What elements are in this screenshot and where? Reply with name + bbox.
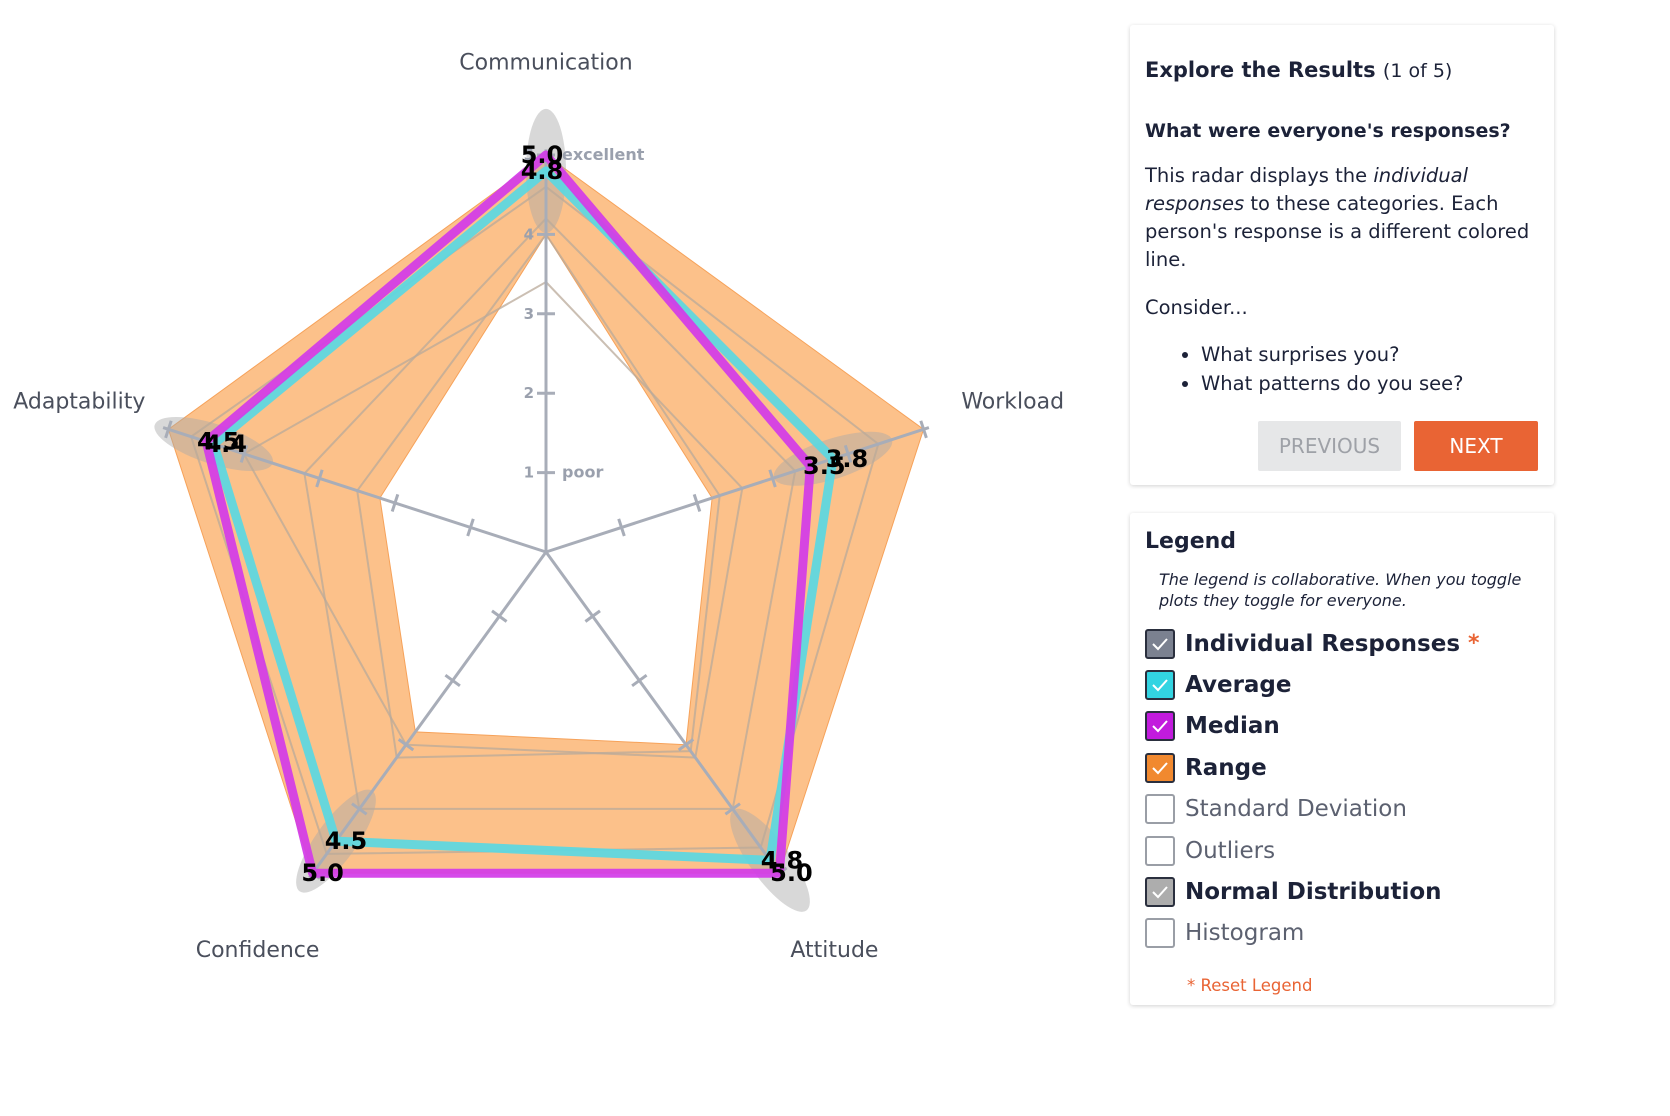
explore-nav: PREVIOUS NEXT <box>1258 421 1538 471</box>
legend-item-histogram[interactable]: Histogram <box>1145 913 1538 954</box>
median-series-line <box>201 150 815 878</box>
required-star-icon: * <box>1468 631 1480 657</box>
explore-results-panel: Explore the Results (1 of 5) What were e… <box>1130 25 1554 485</box>
radar-axis-line <box>544 551 784 879</box>
radar-tick-mark <box>315 469 324 488</box>
checkbox-unchecked-icon[interactable] <box>1145 918 1175 949</box>
legend-items: Individual Responses * Average Median Range S… <box>1145 623 1538 954</box>
individual-response-line <box>303 217 797 810</box>
legend-item-outliers[interactable]: Outliers <box>1145 830 1538 871</box>
axis-label-confidence: Confidence <box>196 938 320 963</box>
radar-chart-area: 1 poor 2 3 4 5 excellent 4.8 3.8 4.8 4.5 4.4 5.0 3.5 5… <box>13 50 1064 963</box>
legend-item-individual-responses[interactable]: Individual Responses * <box>1145 623 1538 664</box>
consider-list: What surprises you? What patterns do you… <box>1145 340 1538 398</box>
radar-tick-mark <box>466 518 475 537</box>
radar-axis-line <box>545 426 930 554</box>
checkbox-unchecked-icon[interactable] <box>1145 794 1175 825</box>
median-value-label: 5.0 <box>301 859 344 887</box>
checkbox-checked-icon[interactable] <box>1145 670 1175 701</box>
legend-item-label: Range <box>1185 754 1267 781</box>
legend-item-label: Histogram <box>1185 920 1305 947</box>
radar-tick-mark <box>768 469 777 488</box>
radar-tick-mark <box>843 444 853 463</box>
average-series-line <box>209 166 838 865</box>
consider-item: What surprises you? <box>1201 340 1538 369</box>
average-value-label: 4.4 <box>204 430 247 458</box>
legend-item-label: Standard Deviation <box>1185 796 1407 823</box>
legend-item-range[interactable]: Range <box>1145 747 1538 788</box>
radar-tick-mark <box>444 673 461 688</box>
legend-item-label: Median <box>1185 713 1280 740</box>
scale-tick-label: 1 <box>524 464 534 482</box>
radar-tick-mark <box>631 673 648 688</box>
checkbox-unchecked-icon[interactable] <box>1145 835 1175 866</box>
scale-descriptor-label: excellent <box>562 145 645 164</box>
explore-description: This radar displays the individual respo… <box>1145 164 1530 271</box>
median-value-label: 5.0 <box>770 859 813 887</box>
individual-response-line <box>356 232 721 759</box>
legend-item-normal-distribution[interactable]: Normal Distribution <box>1145 871 1538 912</box>
median-value-label: 5.0 <box>521 141 564 169</box>
checkbox-checked-icon[interactable] <box>1145 752 1175 783</box>
scale-tick-label: 2 <box>524 384 534 402</box>
axis-label-communication: Communication <box>459 50 632 75</box>
legend-note: The legend is collaborative. When you to… <box>1159 570 1522 610</box>
consider-label: Consider... <box>1145 296 1248 319</box>
radar-tick-mark <box>724 802 741 816</box>
scale-tick-label: 3 <box>524 305 534 323</box>
individual-response-line <box>242 280 744 759</box>
checkbox-checked-icon[interactable] <box>1145 711 1175 742</box>
radar-tick-mark <box>617 518 626 537</box>
scale-tick-label: 5 <box>524 146 534 164</box>
explore-title: Explore the Results <box>1145 58 1376 82</box>
radar-tick-mark <box>390 493 400 512</box>
radar-tick-mark <box>584 609 601 623</box>
explore-heading: Explore the Results (1 of 5) <box>1145 53 1538 88</box>
axis-label-attitude: Attitude <box>790 938 878 963</box>
previous-button[interactable]: PREVIOUS <box>1258 421 1401 471</box>
consider-item: What patterns do you see? <box>1201 369 1538 398</box>
scale-tick-label: 4 <box>524 225 534 243</box>
radar-tick-mark <box>239 444 249 463</box>
average-value-label: 4.8 <box>761 846 804 874</box>
median-value-label: 4.5 <box>197 428 240 456</box>
next-button[interactable]: NEXT <box>1414 421 1538 471</box>
legend-item-label: Normal Distribution <box>1185 879 1442 906</box>
radar-tick-mark <box>692 493 702 512</box>
radar-tick-mark <box>164 420 173 439</box>
explore-question: What were everyone's responses? <box>1145 120 1511 142</box>
legend-panel: Legend The legend is collaborative. When… <box>1130 513 1554 1005</box>
legend-item-average[interactable]: Average <box>1145 664 1538 705</box>
radar-tick-mark <box>677 738 695 752</box>
scale-descriptor-label: poor <box>562 463 603 482</box>
reset-legend-link[interactable]: * Reset Legend <box>1187 976 1313 996</box>
legend-item-standard-deviation[interactable]: Standard Deviation <box>1145 789 1538 830</box>
median-value-label: 3.5 <box>803 452 846 480</box>
legend-item-label: Individual Responses <box>1185 630 1461 657</box>
radar-axis-line <box>308 551 548 879</box>
legend-item-label: Outliers <box>1185 837 1276 864</box>
legend-title: Legend <box>1145 529 1237 554</box>
radar-tick-mark <box>351 802 368 816</box>
radar-tick-mark <box>397 738 415 752</box>
average-value-label: 3.8 <box>826 445 869 473</box>
legend-item-label: Average <box>1185 672 1292 699</box>
axis-label-workload: Workload <box>961 389 1064 414</box>
checkbox-checked-icon[interactable] <box>1145 877 1175 908</box>
legend-item-median[interactable]: Median <box>1145 706 1538 747</box>
axis-label-adaptability: Adaptability <box>13 389 145 414</box>
average-value-label: 4.5 <box>325 827 368 855</box>
average-value-label: 4.8 <box>521 157 564 185</box>
radar-tick-mark <box>919 420 928 439</box>
radar-tick-mark <box>491 609 508 623</box>
radar-axis-line <box>162 426 547 554</box>
explore-step: (1 of 5) <box>1382 60 1453 82</box>
checkbox-checked-icon[interactable] <box>1145 628 1175 659</box>
